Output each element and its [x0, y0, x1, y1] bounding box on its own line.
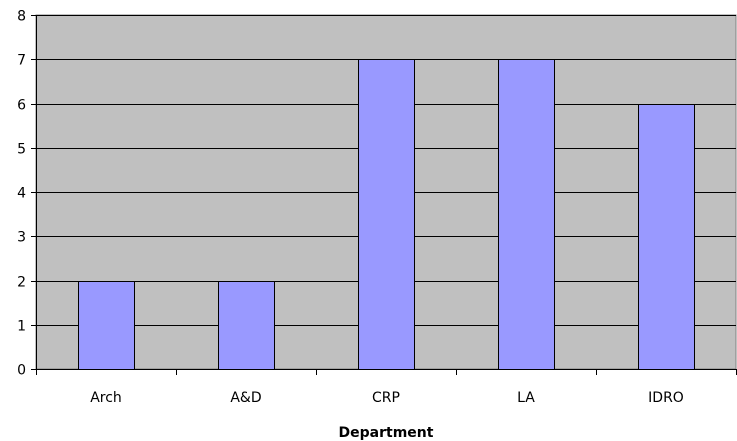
bar-a-d [219, 282, 275, 370]
x-axis-title: Department [339, 425, 434, 441]
bar-idro [639, 105, 695, 370]
y-tick-label: 3 [17, 230, 26, 246]
x-tick-label: IDRO [648, 390, 684, 406]
x-tick-label: CRP [372, 390, 400, 406]
bar-la [499, 60, 555, 370]
y-tick-label: 2 [17, 275, 26, 291]
y-tick-label: 4 [17, 186, 26, 202]
y-tick-label: 1 [17, 319, 26, 335]
x-axis-ticks: Arch A&D CRP LA IDRO [37, 369, 737, 406]
y-tick-label: 5 [17, 142, 26, 158]
y-tick-label: 0 [17, 363, 26, 379]
bar-arch [79, 282, 135, 370]
y-tick-label: 7 [17, 53, 26, 69]
x-tick-label: A&D [230, 390, 261, 406]
x-tick-label: LA [517, 390, 535, 406]
y-tick-label: 8 [17, 9, 26, 25]
y-tick-label: 6 [17, 98, 26, 114]
x-tick-label: Arch [90, 390, 122, 406]
bar-crp [359, 60, 415, 370]
y-axis-ticks: 0 1 2 3 4 5 6 7 8 [17, 9, 36, 379]
